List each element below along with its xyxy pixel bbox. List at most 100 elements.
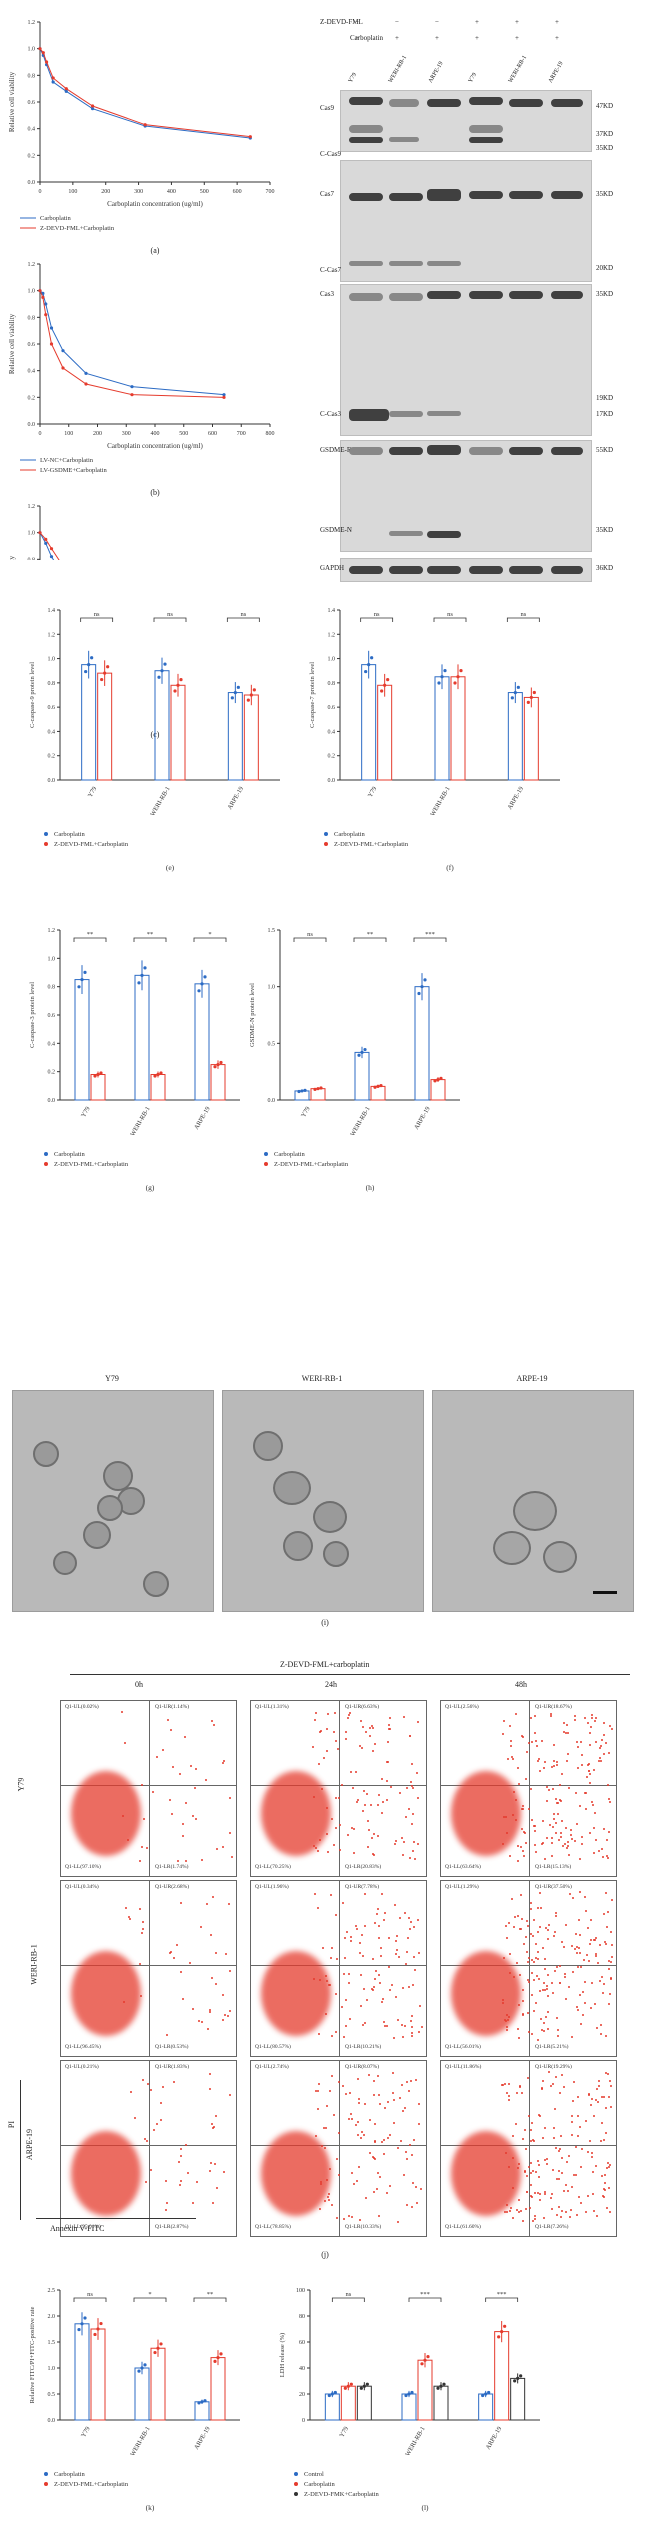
event-dot [566, 1724, 568, 1726]
panel-i-label: (i) [305, 1618, 345, 1627]
legend-label: Carboplatin [304, 2481, 335, 2488]
event-dot [380, 1947, 382, 1949]
blot-cas7 [340, 160, 592, 282]
event-dot [530, 2162, 532, 2164]
event-dot [610, 1961, 612, 1963]
x-tick-label: ARPE-19 [485, 2426, 504, 2451]
event-dot [535, 2002, 537, 2004]
event-dot [369, 1727, 371, 1729]
event-dot [509, 1725, 511, 1727]
event-dot [574, 1948, 576, 1950]
event-dot [590, 1726, 592, 1728]
data-point [61, 366, 64, 369]
event-dot [526, 1951, 528, 1953]
data-point [376, 1085, 379, 1088]
event-dot [404, 2025, 406, 2027]
event-dot [576, 1823, 578, 1825]
event-dot [593, 1852, 595, 1854]
event-dot [196, 2181, 198, 2183]
event-dot [541, 1740, 543, 1742]
sig-bracket [361, 618, 393, 622]
event-dot [350, 2113, 352, 2115]
event-dot [511, 1898, 513, 1900]
event-dot [598, 2080, 600, 2082]
event-dot [349, 2092, 351, 2094]
event-dot [607, 1784, 609, 1786]
data-point [156, 2347, 159, 2350]
data-point [219, 1061, 222, 1064]
event-dot [405, 2151, 407, 2153]
event-dot [122, 1815, 124, 1817]
event-dot [592, 2171, 594, 2173]
event-dot [185, 1860, 187, 1862]
x-tick-label: ARPE-19 [506, 786, 525, 811]
x-tick-label: ARPE-19 [226, 786, 245, 811]
event-dot [403, 1841, 405, 1843]
event-dot [534, 1825, 536, 1827]
data-point [367, 663, 370, 666]
y-axis-label: Relative FITC/PI+FITC-positive rate [29, 2306, 36, 2403]
quadrant-label: Q1-UL(2.74%) [255, 2064, 289, 2070]
y-tick-label: 0.5 [268, 1041, 276, 1047]
event-dot [518, 2004, 520, 2006]
data-point [137, 981, 140, 984]
event-dot [326, 1833, 328, 1835]
legend-label: Z-DEVD-FML+Carboplatin [54, 841, 129, 848]
data-point [156, 1073, 159, 1076]
event-dot [539, 1770, 541, 1772]
x-tick-label: 0 [39, 431, 42, 437]
y-tick-label: 0.5 [48, 2392, 56, 2398]
x-tick-label: Y79 [367, 786, 379, 799]
event-dot [377, 1804, 379, 1806]
event-dot [521, 1918, 523, 1920]
event-dot [180, 2180, 182, 2182]
event-dot [369, 1735, 371, 1737]
legend-label: Carboplatin [54, 1151, 85, 1158]
event-dot [139, 1908, 141, 1910]
data-point [511, 696, 514, 699]
event-dot [572, 2100, 574, 2102]
sig-bracket [354, 938, 386, 942]
event-dot [128, 1916, 130, 1918]
blot-lane-label: ARPE-19 [548, 61, 565, 84]
event-dot [125, 1907, 127, 1909]
x-tick-label: Y79 [338, 2426, 350, 2439]
data-point [38, 47, 41, 50]
kd-35c: 35KD [596, 290, 613, 298]
event-dot [565, 2211, 567, 2213]
event-dot [417, 1843, 419, 1845]
event-dot [609, 1725, 611, 1727]
event-dot [216, 2187, 218, 2189]
data-point [303, 1089, 306, 1092]
event-dot [371, 1837, 373, 1839]
bar [511, 2378, 525, 2420]
micro-weri [222, 1390, 424, 1612]
bar [82, 665, 96, 780]
event-dot [178, 2161, 180, 2163]
event-dot [386, 2192, 388, 2194]
event-dot [533, 1919, 535, 1921]
event-dot [523, 1831, 525, 1833]
event-dot [401, 2084, 403, 2086]
y-tick-label: 0.0 [48, 778, 56, 784]
sig-label: ns [307, 931, 313, 938]
event-dot [558, 2150, 560, 2152]
event-dot [380, 1955, 382, 1957]
event-dot [410, 2080, 412, 2082]
event-dot [578, 1947, 580, 1949]
event-dot [584, 1717, 586, 1719]
bar [75, 2324, 89, 2420]
event-dot [397, 2147, 399, 2149]
event-dot [587, 2195, 589, 2197]
y-tick-label: 2.5 [48, 2288, 56, 2294]
blot-label-cas3: Cas3 [320, 290, 356, 298]
bar [434, 2386, 448, 2420]
event-dot [408, 1808, 410, 1810]
event-dot [561, 1820, 563, 1822]
event-dot [547, 1938, 549, 1940]
event-dot [195, 1818, 197, 1820]
event-dot [535, 1943, 537, 1945]
event-dot [607, 1857, 609, 1859]
sig-label: ** [367, 931, 374, 938]
event-dot [315, 1847, 317, 1849]
